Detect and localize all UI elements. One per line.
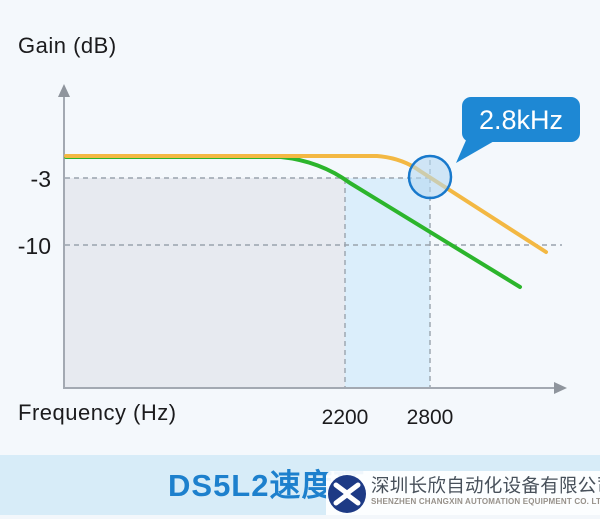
y-axis-arrow-icon [58, 84, 70, 97]
y-tick-minus10: -10 [18, 233, 51, 259]
logo-panel [326, 471, 600, 515]
highlight-circle [407, 154, 453, 200]
callout-label: 2.8kHz [479, 105, 563, 135]
shaded-region-left [65, 178, 345, 388]
chart-canvas: 2.8kHz -3 -10 2200 2800 [18, 84, 580, 429]
shaded-region-2200-2800 [345, 178, 430, 388]
company-name-cn: 深圳长欣自动化设备有限公司 [371, 475, 600, 496]
x-tick-2800: 2800 [407, 406, 454, 429]
x-tick-2200: 2200 [322, 406, 369, 429]
callout-bubble [462, 97, 580, 142]
y-axis-title: Gain (dB) [18, 33, 117, 58]
company-name-en: SHENZHEN CHANGXIN AUTOMATION EQUIPMENT C… [371, 497, 600, 506]
x-axis-arrow-icon [554, 382, 567, 394]
company-logo-icon [327, 474, 367, 514]
x-axis-title: Frequency (Hz) [18, 400, 177, 425]
callout-tail [456, 138, 496, 163]
y-tick-minus3: -3 [31, 166, 51, 192]
